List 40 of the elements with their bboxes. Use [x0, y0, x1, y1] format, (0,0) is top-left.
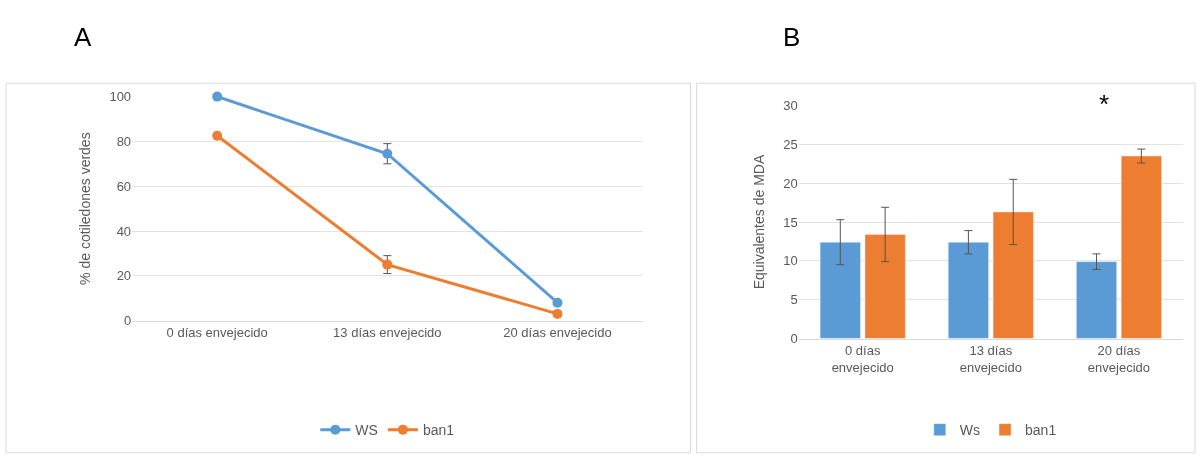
y-tick-label: 0	[123, 313, 132, 329]
x-tick-label: 20 días envejecido	[503, 325, 612, 341]
chart-title: A	[74, 22, 92, 52]
y-tick-label: 15	[783, 214, 798, 230]
y-axis-title: Equivalentes de MDA	[750, 154, 767, 290]
point	[552, 308, 563, 319]
y-tick-label: 100	[109, 89, 132, 105]
y-tick-label: 5	[790, 292, 798, 308]
bar	[819, 241, 861, 339]
x-tick-label: 0 días envejecido	[831, 343, 894, 376]
y-tick-label: 20	[783, 175, 798, 191]
legend-label: WS	[355, 422, 378, 439]
bar	[864, 234, 906, 339]
y-tick-label: 80	[116, 133, 132, 149]
annotation: *	[1099, 89, 1110, 119]
bar	[992, 211, 1034, 339]
legend-label: Ws	[959, 422, 981, 439]
x-tick-label: 13 días envejecido	[333, 325, 442, 341]
y-tick-label: 0	[790, 331, 798, 347]
point	[212, 130, 223, 141]
x-tick-label: 0 días envejecido	[166, 325, 268, 341]
x-tick-label: 20 días envejecido	[1087, 343, 1151, 376]
legend-label: ban1	[422, 422, 455, 439]
legend-label: ban1	[1025, 422, 1057, 439]
y-tick-label: 25	[783, 136, 798, 152]
bar	[1120, 155, 1162, 339]
point	[382, 148, 393, 159]
y-tick-label: 20	[116, 268, 132, 284]
point	[212, 91, 223, 102]
point	[552, 297, 563, 308]
y-tick-label: 10	[783, 253, 798, 269]
y-tick-label: 60	[116, 178, 132, 194]
bar	[947, 241, 989, 339]
bar	[1076, 261, 1117, 339]
x-tick-label: 13 días envejecido	[959, 343, 1022, 376]
y-axis-title: % de cotiledones verdes	[77, 132, 94, 285]
y-tick-label: 30	[783, 98, 798, 114]
y-tick-label: 40	[116, 223, 132, 239]
point	[382, 259, 393, 270]
chart-title: B	[783, 22, 801, 52]
